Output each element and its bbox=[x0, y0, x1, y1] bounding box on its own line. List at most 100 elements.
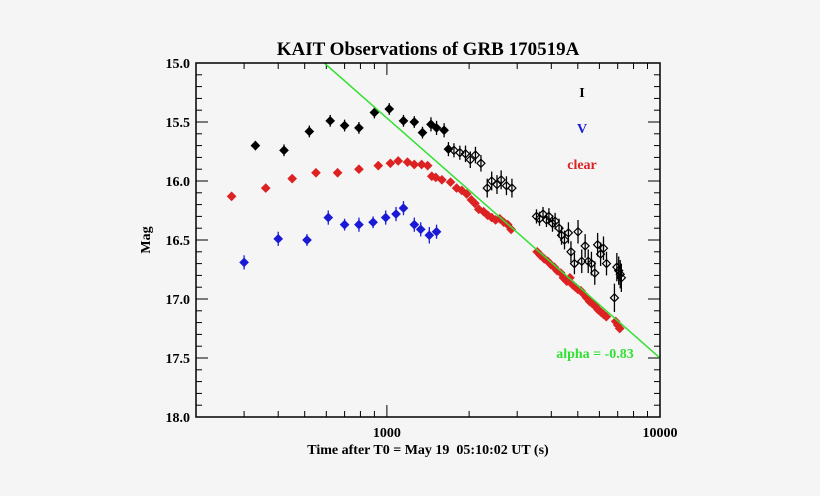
y-tick-label: 18.0 bbox=[166, 411, 191, 426]
y-tick-label: 16.0 bbox=[166, 175, 191, 190]
data-point bbox=[409, 219, 420, 230]
data-point bbox=[332, 167, 343, 178]
data-point bbox=[250, 140, 261, 151]
data-point bbox=[460, 149, 471, 159]
data-point bbox=[616, 272, 627, 283]
data-point bbox=[287, 173, 298, 184]
legend-label: V bbox=[577, 122, 587, 137]
y-tick-label: 17.5 bbox=[166, 352, 191, 367]
data-point bbox=[611, 262, 622, 272]
data-point bbox=[339, 219, 350, 230]
data-point bbox=[431, 226, 442, 237]
data-point bbox=[486, 212, 497, 223]
data-point bbox=[393, 156, 404, 166]
data-point bbox=[415, 224, 426, 235]
data-point bbox=[482, 210, 493, 221]
data-point bbox=[424, 230, 435, 241]
data-point bbox=[476, 158, 486, 169]
data-point bbox=[409, 159, 420, 170]
data-point bbox=[569, 258, 580, 269]
series-alpha-0-83 bbox=[323, 63, 660, 359]
data-point bbox=[501, 180, 512, 191]
data-point bbox=[456, 185, 467, 196]
fit-line bbox=[323, 63, 660, 359]
data-point bbox=[417, 127, 428, 138]
data-point bbox=[398, 203, 409, 213]
data-point bbox=[426, 119, 436, 130]
data-point bbox=[496, 174, 506, 185]
data-point bbox=[354, 123, 364, 133]
data-point bbox=[304, 126, 315, 137]
data-point bbox=[302, 235, 312, 245]
y-tick-label: 16.5 bbox=[166, 234, 191, 249]
data-point bbox=[550, 216, 560, 226]
data-point bbox=[226, 191, 237, 202]
data-point bbox=[465, 154, 476, 165]
data-point bbox=[369, 107, 380, 118]
data-point bbox=[354, 219, 364, 230]
data-point bbox=[573, 226, 583, 237]
data-point bbox=[380, 212, 391, 223]
data-point bbox=[416, 159, 427, 170]
data-point bbox=[260, 183, 271, 193]
data-point bbox=[385, 158, 396, 169]
data-point bbox=[473, 204, 484, 215]
data-point bbox=[398, 115, 409, 126]
data-point bbox=[409, 117, 420, 127]
y-tick-label: 15.5 bbox=[166, 116, 191, 131]
data-point bbox=[470, 198, 480, 209]
data-point bbox=[431, 123, 442, 133]
data-point bbox=[311, 167, 321, 178]
data-point bbox=[373, 160, 384, 171]
series-i bbox=[250, 103, 627, 312]
data-point bbox=[273, 233, 284, 244]
data-point bbox=[368, 217, 378, 228]
data-point bbox=[455, 147, 465, 158]
data-point bbox=[279, 145, 289, 156]
data-point bbox=[615, 269, 626, 280]
data-point bbox=[498, 217, 509, 228]
legend-label: clear bbox=[567, 158, 597, 173]
x-tick-label: 10000 bbox=[643, 426, 678, 441]
data-point bbox=[470, 150, 481, 160]
data-point bbox=[402, 157, 413, 167]
y-axis-label: Mag bbox=[139, 226, 154, 253]
data-point bbox=[445, 177, 456, 188]
data-point bbox=[580, 241, 590, 251]
data-point bbox=[598, 243, 609, 254]
x-axis-label: Time after T0 = May 19 05:10:02 UT (s) bbox=[307, 443, 549, 458]
data-point bbox=[544, 211, 554, 222]
y-tick-label: 17.0 bbox=[166, 293, 191, 308]
data-point bbox=[449, 145, 459, 156]
data-point bbox=[589, 268, 600, 278]
data-point bbox=[239, 257, 249, 268]
data-point bbox=[486, 176, 497, 186]
data-point bbox=[507, 183, 517, 193]
series-v bbox=[239, 201, 442, 270]
data-point bbox=[323, 212, 334, 223]
data-point bbox=[437, 174, 447, 185]
data-point bbox=[586, 258, 597, 269]
data-point bbox=[559, 235, 570, 245]
data-point bbox=[609, 292, 620, 303]
data-point bbox=[614, 323, 625, 334]
x-tick-label: 1000 bbox=[373, 426, 401, 441]
data-point bbox=[461, 189, 472, 199]
data-point bbox=[325, 115, 336, 126]
data-point bbox=[576, 256, 587, 267]
plot-frame bbox=[195, 62, 661, 418]
legend-label: I bbox=[579, 86, 584, 101]
data-point bbox=[566, 246, 576, 257]
data-point bbox=[354, 164, 364, 175]
data-point bbox=[601, 258, 612, 269]
data-point bbox=[563, 228, 574, 238]
data-point bbox=[538, 209, 548, 219]
data-point bbox=[422, 160, 433, 171]
data-point bbox=[443, 144, 454, 154]
data-point bbox=[492, 179, 502, 190]
data-point bbox=[601, 311, 612, 322]
data-point bbox=[439, 125, 449, 136]
data-point bbox=[384, 104, 395, 114]
data-point bbox=[339, 120, 350, 131]
